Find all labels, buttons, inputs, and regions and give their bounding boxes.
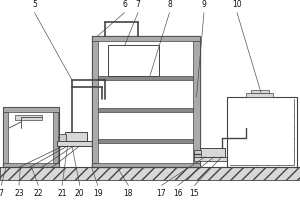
Bar <box>246 93 273 97</box>
Bar <box>64 132 87 141</box>
Bar <box>3 163 58 167</box>
Text: 15: 15 <box>190 189 199 198</box>
Text: 9: 9 <box>202 0 206 9</box>
Bar <box>92 41 98 163</box>
Text: 20: 20 <box>75 189 85 198</box>
Bar <box>92 36 200 167</box>
Text: 5: 5 <box>32 0 37 9</box>
Text: 22: 22 <box>34 189 43 198</box>
Text: 21: 21 <box>57 189 67 198</box>
Text: 6: 6 <box>122 0 127 9</box>
Bar <box>3 112 8 163</box>
Text: 10: 10 <box>232 0 242 9</box>
Bar <box>108 45 159 76</box>
Bar <box>194 150 201 157</box>
Bar <box>53 112 58 163</box>
Bar <box>57 141 92 146</box>
Bar <box>0 167 300 180</box>
Bar <box>193 41 200 163</box>
Bar <box>98 108 193 112</box>
Text: 17: 17 <box>157 189 166 198</box>
Bar <box>58 134 66 141</box>
Text: 8: 8 <box>167 0 172 9</box>
Bar <box>98 76 193 80</box>
Text: 23: 23 <box>14 189 24 198</box>
Bar <box>3 107 58 112</box>
Text: 18: 18 <box>124 189 133 198</box>
Bar <box>200 148 225 157</box>
Text: 7: 7 <box>0 189 4 198</box>
Bar <box>92 36 200 41</box>
Bar <box>98 139 193 143</box>
Text: 16: 16 <box>173 189 183 198</box>
Bar <box>194 157 230 161</box>
Text: 7: 7 <box>136 0 140 9</box>
Bar <box>92 163 200 167</box>
Bar <box>15 115 42 120</box>
Bar <box>250 90 268 93</box>
Bar <box>230 99 294 165</box>
Bar <box>226 97 297 167</box>
Bar <box>3 107 58 167</box>
Bar <box>230 99 294 165</box>
Text: 19: 19 <box>93 189 103 198</box>
